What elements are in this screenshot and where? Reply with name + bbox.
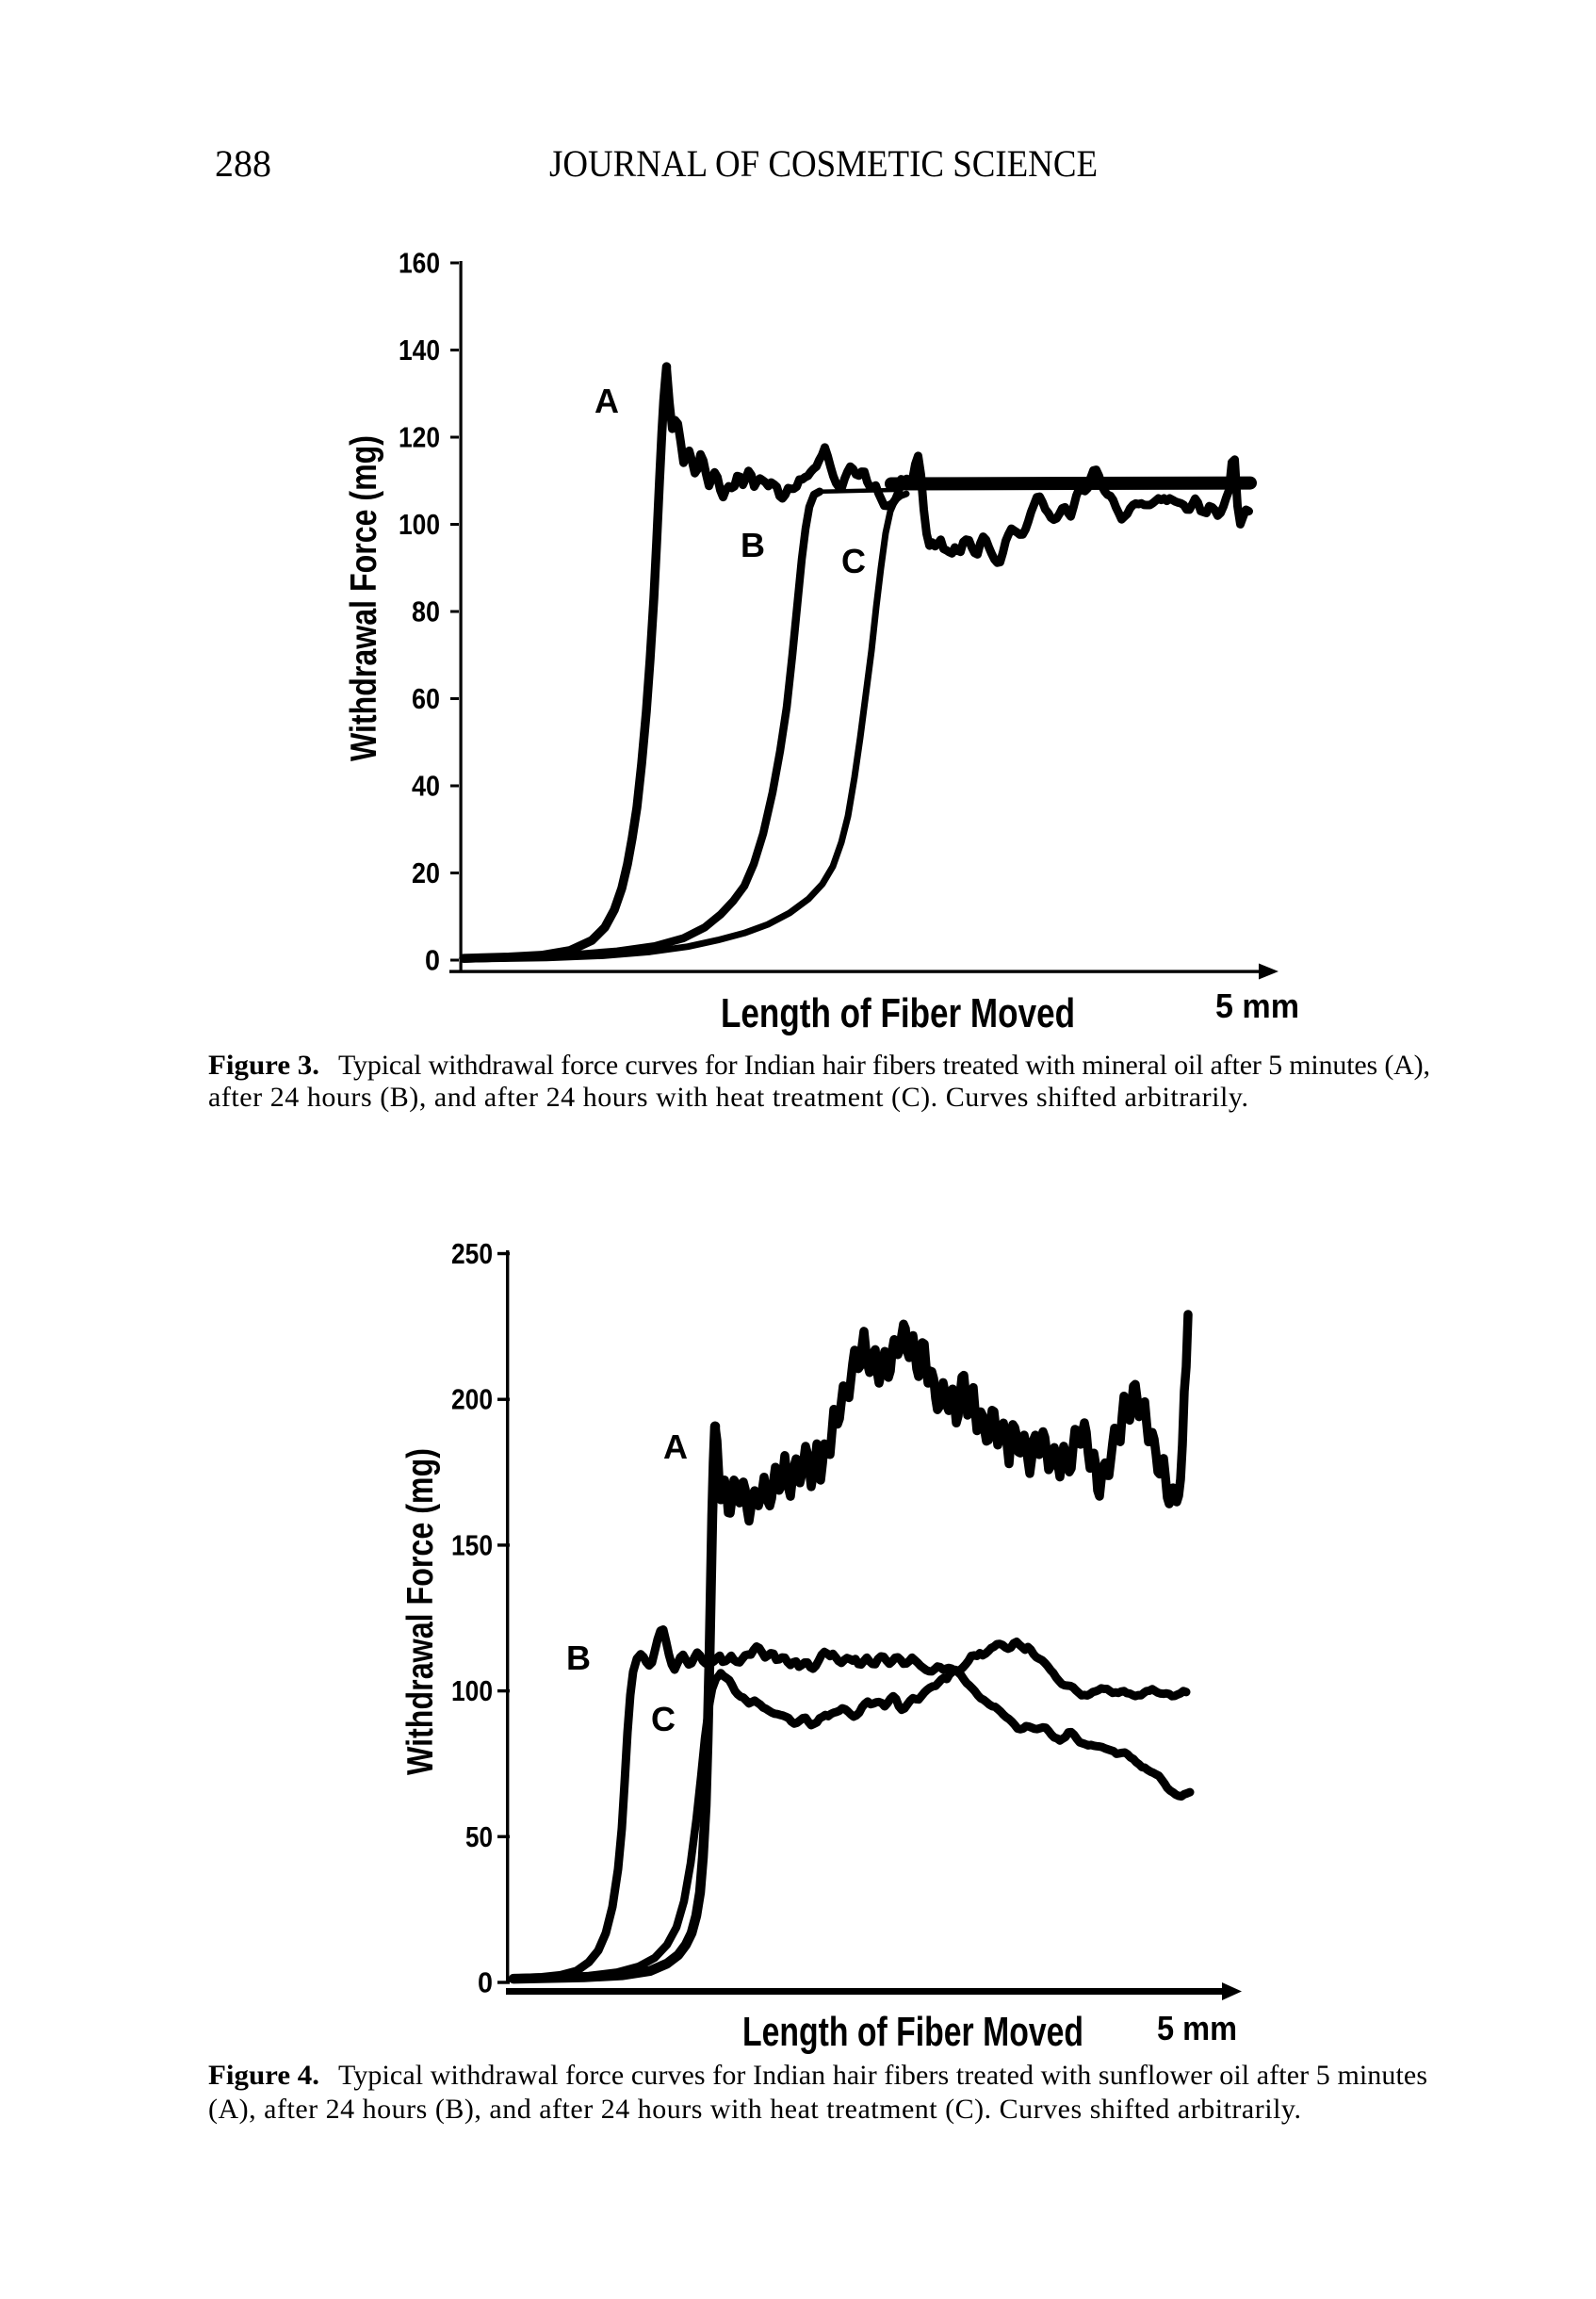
- svg-text:Length of Fiber Moved: Length of Fiber Moved: [721, 990, 1075, 1036]
- svg-text:40: 40: [412, 771, 440, 803]
- svg-text:150: 150: [451, 1529, 493, 1561]
- svg-text:(A), after 24 hours (B), and a: (A), after 24 hours (B), and after 24 ho…: [208, 2094, 1301, 2125]
- svg-text:C: C: [841, 542, 866, 580]
- svg-text:B: B: [741, 526, 765, 564]
- svg-text:60: 60: [412, 683, 440, 715]
- svg-text:after 24 hours (B), and after: after 24 hours (B), and after 24 hours w…: [208, 1082, 1248, 1113]
- svg-text:140: 140: [399, 334, 440, 367]
- svg-text:5 mm: 5 mm: [1215, 986, 1299, 1025]
- svg-text:20: 20: [412, 857, 440, 889]
- svg-text:120: 120: [399, 422, 440, 454]
- svg-text:JOURNAL OF COSMETIC SCIENCE: JOURNAL OF COSMETIC SCIENCE: [549, 142, 1098, 185]
- svg-text:250: 250: [451, 1238, 493, 1270]
- svg-text:Withdrawal Force (mg): Withdrawal Force (mg): [344, 435, 384, 761]
- svg-text:Withdrawal Force (mg): Withdrawal Force (mg): [400, 1448, 441, 1775]
- svg-text:Length of Fiber Moved: Length of Fiber Moved: [742, 2009, 1083, 2055]
- svg-text:288: 288: [215, 142, 271, 185]
- svg-text:160: 160: [399, 248, 440, 280]
- svg-text:5 mm: 5 mm: [1157, 2009, 1237, 2047]
- svg-text:B: B: [566, 1639, 591, 1677]
- svg-text:Figure 3.: Figure 3.: [208, 1050, 319, 1081]
- svg-text:Typical withdrawal force curve: Typical withdrawal force curves for Indi…: [338, 2060, 1427, 2091]
- svg-text:100: 100: [399, 509, 440, 541]
- svg-text:0: 0: [425, 945, 440, 977]
- svg-text:50: 50: [465, 1821, 493, 1853]
- svg-text:Figure 4.: Figure 4.: [208, 2060, 319, 2091]
- svg-text:100: 100: [451, 1675, 493, 1707]
- svg-text:C: C: [651, 1700, 676, 1738]
- svg-text:80: 80: [412, 596, 440, 628]
- svg-text:A: A: [594, 382, 619, 420]
- svg-text:200: 200: [451, 1384, 493, 1416]
- svg-text:0: 0: [478, 1967, 493, 1999]
- svg-text:A: A: [663, 1427, 688, 1466]
- svg-text:Typical withdrawal force curve: Typical withdrawal force curves for Indi…: [338, 1050, 1430, 1081]
